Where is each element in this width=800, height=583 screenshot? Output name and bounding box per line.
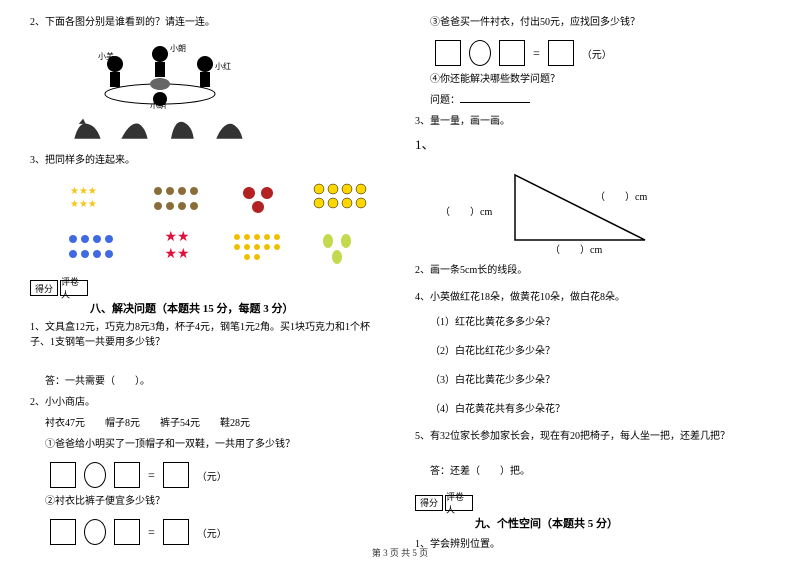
q4: 4、小英做红花18朵，做黄花10朵，做白花8朵。 [415, 290, 770, 305]
right-column: ③爸爸买一件衬衣，付出50元，应找回多少钱？ = （元） ④你还能解决哪些数学问… [415, 15, 770, 558]
equation-3: = （元） [435, 40, 770, 66]
svg-text:（ ）cm: （ ）cm [595, 191, 647, 203]
operator-box[interactable] [84, 462, 106, 488]
blank-box[interactable] [114, 519, 140, 545]
section-8-title: 八、解决问题（本题共 15 分，每题 3 分） [90, 300, 385, 316]
blank-box[interactable] [163, 519, 189, 545]
svg-text:小明: 小明 [150, 102, 166, 109]
match-red-stars: ★★★★ [142, 226, 212, 266]
blank-box[interactable] [114, 462, 140, 488]
answer-blank-1: 答：一共需要（ ）。 [30, 374, 385, 389]
q4-3: （3）白花比黄花少多少朵？ [415, 373, 770, 388]
svg-text:（ ）cm: （ ）cm [550, 244, 602, 255]
score-row-9: 得分 评卷人 [415, 495, 770, 511]
q4-4: （4）白花黄花共有多少朵花？ [415, 402, 770, 417]
dinosaur-row [70, 115, 385, 145]
svg-text:小美: 小美 [98, 51, 114, 61]
question-3: 3、把同样多的连起来。 [30, 153, 385, 168]
operator-box[interactable] [84, 519, 106, 545]
match-bears [60, 226, 130, 266]
q5-answer: 答：还差（ ）把。 [415, 464, 770, 479]
section-9-title: 九、个性空间（本题共 5 分） [475, 515, 770, 531]
score-row-8: 得分 评卷人 [30, 280, 385, 296]
shop-q4a: ④你还能解决哪些数学问题？ [415, 72, 770, 87]
dino-icon [211, 115, 246, 145]
q4-1: （1）红花比黄花多多少朵？ [415, 315, 770, 330]
q4-2: （2）白花比红花少多少朵？ [415, 344, 770, 359]
blank-underline[interactable] [460, 93, 530, 103]
score-label: 得分 [30, 280, 58, 296]
blank-box[interactable] [499, 40, 525, 66]
dino-icon [164, 115, 199, 145]
cm-left: （ ）cm [440, 203, 492, 218]
q3-measure: 3、量一量，画一画。 [415, 114, 770, 129]
svg-text:小朗: 小朗 [170, 43, 186, 53]
equation-1: = （元） [50, 462, 385, 488]
unit-yuan: （元） [197, 468, 227, 483]
q8-1: 1、文具盒12元，巧克力8元3角，杯子4元，钢笔1元2角。买1块巧克力和1个杯子… [30, 320, 385, 350]
shop-q3: ③爸爸买一件衬衣，付出50元，应找回多少钱？ [415, 15, 770, 30]
grader-label: 评卷人 [60, 280, 88, 296]
shop-q1: ①爸爸给小明买了一顶帽子和一双鞋，一共用了多少钱？ [30, 437, 385, 452]
matching-grid: ★★★★★★ ★★★★ [60, 178, 385, 266]
q8-2: 2、小小商店。 [30, 395, 385, 410]
blank-box[interactable] [163, 462, 189, 488]
shop-q4b: 问题： [415, 93, 770, 108]
equation-2: = （元） [50, 519, 385, 545]
shop-prices: 衬衣47元 帽子8元 裤子54元 鞋28元 [30, 416, 385, 431]
shop-q2: ②衬衣比裤子便宜多少钱？ [30, 494, 385, 509]
equals-sign: = [533, 46, 540, 61]
triangle-diagram: （ ）cm （ ）cm （ ）cm （ ）cm [495, 165, 675, 255]
equals-sign: = [148, 525, 155, 540]
page-footer: 第 3 页 共 5 页 [0, 546, 800, 559]
question-2: 2、下面各图分别是谁看到的？请连一连。 [30, 15, 385, 30]
unit-yuan: （元） [197, 525, 227, 540]
svg-text:小红: 小红 [215, 61, 231, 71]
match-smileys [306, 178, 376, 218]
unit-yuan: （元） [582, 46, 612, 61]
people-illustration: 小美 小朗 小红 小明 [70, 39, 250, 109]
match-pears [306, 226, 376, 266]
dino-icon [117, 115, 152, 145]
q3-2: 2、画一条5cm长的线段。 [415, 263, 770, 278]
equals-sign: = [148, 468, 155, 483]
blank-box[interactable] [548, 40, 574, 66]
q4b-label: 问题： [430, 95, 460, 106]
match-chicks [224, 226, 294, 266]
dino-icon [70, 115, 105, 145]
blank-box[interactable] [50, 462, 76, 488]
grader-label: 评卷人 [445, 495, 473, 511]
match-apples [224, 178, 294, 218]
q3-1: 1、 [415, 135, 770, 155]
score-label: 得分 [415, 495, 443, 511]
q5: 5、有32位家长参加家长会，现在有20把椅子，每人坐一把，还差几把？ [415, 429, 770, 444]
left-column: 2、下面各图分别是谁看到的？请连一连。 小美 小朗 小红 小明 [30, 15, 385, 558]
blank-box[interactable] [435, 40, 461, 66]
blank-box[interactable] [50, 519, 76, 545]
match-rabbits [142, 178, 212, 218]
operator-box[interactable] [469, 40, 491, 66]
match-stars: ★★★★★★ [60, 178, 130, 218]
page-container: 2、下面各图分别是谁看到的？请连一连。 小美 小朗 小红 小明 [0, 0, 800, 583]
